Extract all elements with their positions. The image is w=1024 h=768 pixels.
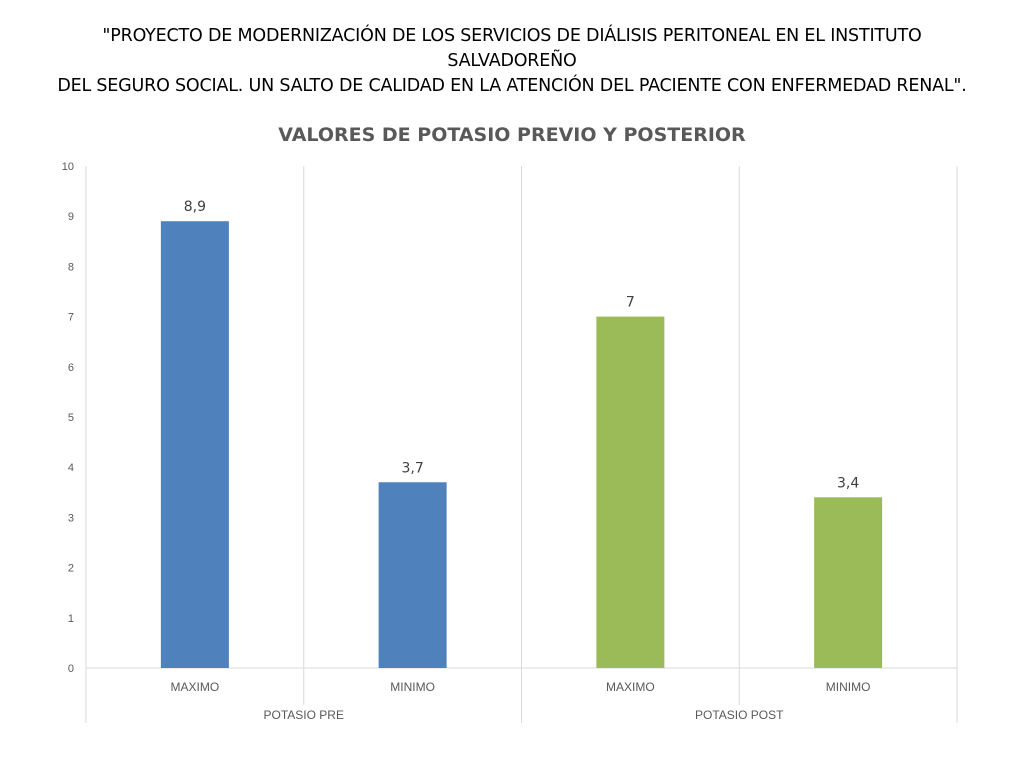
bar	[160, 221, 229, 668]
group-label: POTASIO POST	[695, 708, 784, 722]
category-label: MAXIMO	[171, 680, 220, 694]
bar	[378, 482, 447, 668]
category-label: MINIMO	[390, 680, 435, 694]
bar	[814, 497, 883, 668]
y-tick-label: 8	[68, 261, 74, 273]
data-label: 3,4	[837, 475, 859, 491]
y-tick-label: 7	[68, 312, 74, 324]
bar	[596, 316, 665, 668]
slide-title-line-2: DEL SEGURO SOCIAL. UN SALTO DE CALIDAD E…	[57, 76, 967, 96]
y-tick-label: 2	[68, 563, 74, 575]
data-label: 7	[626, 295, 635, 311]
slide-title-line-1: "PROYECTO DE MODERNIZACIÓN DE LOS SERVIC…	[102, 26, 922, 71]
chart-title: VALORES DE POTASIO PREVIO Y POSTERIOR	[278, 124, 746, 146]
category-label: MAXIMO	[606, 680, 655, 694]
y-tick-label: 4	[68, 462, 74, 474]
y-tick-label: 6	[68, 362, 74, 374]
y-tick-label: 1	[68, 613, 74, 625]
y-tick-label: 3	[68, 512, 74, 524]
slide-title: "PROYECTO DE MODERNIZACIÓN DE LOS SERVIC…	[40, 24, 984, 99]
data-label: 3,7	[401, 460, 423, 476]
y-tick-label: 10	[62, 161, 74, 173]
category-label: MINIMO	[826, 680, 871, 694]
y-tick-label: 9	[68, 211, 74, 223]
y-tick-label: 0	[68, 663, 74, 675]
y-tick-label: 5	[68, 412, 74, 424]
data-label: 8,9	[184, 199, 206, 215]
group-label: POTASIO PRE	[264, 708, 344, 722]
